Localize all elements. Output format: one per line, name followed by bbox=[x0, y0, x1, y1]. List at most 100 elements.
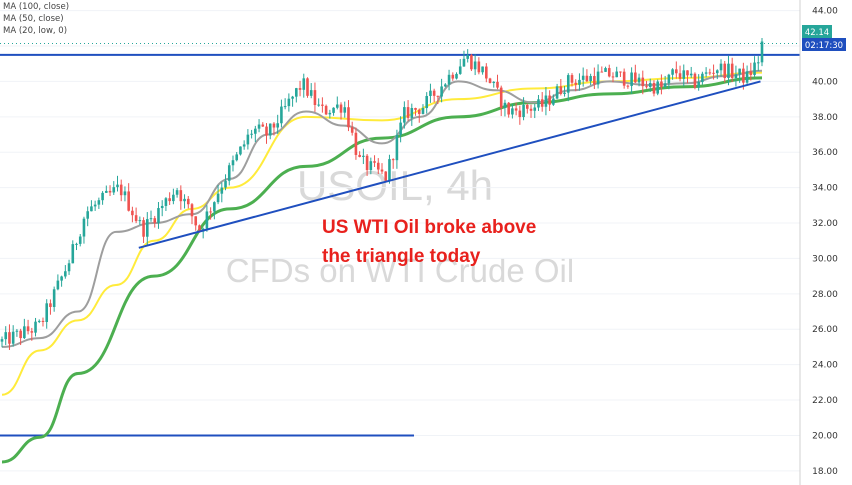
countdown-badge bbox=[802, 38, 846, 51]
candle-body bbox=[738, 68, 741, 75]
candle-body bbox=[511, 108, 514, 115]
candle-body bbox=[332, 107, 335, 113]
candle-body bbox=[254, 128, 257, 134]
chart-annotation: US WTI Oil broke above the triangle toda… bbox=[322, 217, 536, 267]
candle-body bbox=[384, 171, 388, 181]
candle-body bbox=[593, 76, 596, 85]
candle-body bbox=[112, 187, 116, 193]
candle-body bbox=[11, 331, 15, 344]
candle-body bbox=[462, 58, 466, 67]
candle-body bbox=[496, 81, 499, 88]
y-tick-label: 30.00 bbox=[812, 254, 838, 264]
candle-body bbox=[615, 71, 619, 78]
candle-body bbox=[60, 276, 63, 281]
ma20-line bbox=[1, 69, 763, 348]
candle-body bbox=[630, 72, 633, 86]
ascending-trendline[interactable] bbox=[138, 80, 761, 249]
candle-body bbox=[619, 71, 622, 73]
watermark-symbol: USOIL, 4h bbox=[297, 162, 493, 209]
candle-body bbox=[90, 206, 93, 212]
candle-body bbox=[522, 104, 525, 118]
candle-body bbox=[369, 161, 373, 171]
trendline[interactable] bbox=[138, 80, 761, 249]
candle-body bbox=[194, 216, 198, 226]
candle-body bbox=[127, 191, 130, 211]
candle-body bbox=[663, 83, 667, 87]
candle-body bbox=[406, 107, 410, 118]
y-tick-label: 34.00 bbox=[812, 184, 838, 194]
candle-body bbox=[0, 339, 4, 342]
candle-body bbox=[760, 41, 764, 63]
candle-body bbox=[23, 326, 26, 339]
candle-body bbox=[153, 218, 157, 223]
candle-body bbox=[75, 243, 78, 245]
candle-body bbox=[108, 190, 112, 193]
candle-body bbox=[499, 87, 503, 108]
candle-body bbox=[365, 155, 369, 171]
horizontal-levels[interactable] bbox=[0, 43, 800, 437]
candle-body bbox=[578, 79, 581, 85]
candle-body bbox=[213, 202, 216, 212]
y-tick-label: 20.00 bbox=[812, 431, 838, 441]
candle-body bbox=[231, 160, 235, 166]
candle-body bbox=[529, 108, 533, 111]
candle-body bbox=[559, 86, 563, 94]
candle-body bbox=[540, 99, 544, 107]
candle-body bbox=[227, 165, 231, 181]
candle-body bbox=[131, 210, 134, 216]
candle-body bbox=[317, 104, 320, 106]
candle-body bbox=[660, 81, 663, 87]
candle-body bbox=[715, 70, 719, 74]
legend-ma20: MA (20, low, 0) bbox=[3, 26, 67, 36]
candle-body bbox=[257, 124, 261, 129]
candle-body bbox=[708, 72, 712, 74]
candle-body bbox=[675, 69, 678, 74]
indicator-legend: MA (100, close) MA (50, close) MA (20, l… bbox=[3, 2, 69, 36]
candle-body bbox=[652, 82, 656, 94]
candle-body bbox=[429, 90, 432, 96]
candle-body bbox=[220, 187, 224, 194]
candle-body bbox=[574, 82, 578, 85]
candle-body bbox=[339, 104, 343, 113]
candle-body bbox=[123, 191, 127, 196]
candle-body bbox=[745, 71, 749, 83]
candle-body bbox=[272, 123, 276, 128]
candle-body bbox=[555, 86, 559, 99]
candle-body bbox=[45, 303, 49, 323]
candle-body bbox=[563, 92, 566, 94]
candle-body bbox=[570, 75, 574, 83]
candle-body bbox=[410, 108, 414, 118]
candle-body bbox=[239, 146, 242, 155]
candle-body bbox=[548, 95, 551, 105]
legend-ma50: MA (50, close) bbox=[3, 14, 64, 24]
candle-body bbox=[15, 330, 19, 332]
annotation-line-1: US WTI Oil broke above bbox=[322, 217, 536, 238]
candle-body bbox=[637, 77, 641, 83]
candle-body bbox=[648, 82, 652, 88]
candle-body bbox=[56, 280, 60, 290]
countdown-label: 02:17:30 bbox=[805, 41, 843, 51]
candle-body bbox=[481, 66, 484, 73]
price-badges: 42.14 02:17:30 bbox=[802, 25, 846, 51]
candle-body bbox=[190, 204, 194, 217]
candle-body bbox=[730, 63, 734, 78]
candle-body bbox=[216, 193, 220, 203]
candle-body bbox=[447, 74, 451, 85]
candle-body bbox=[198, 225, 201, 232]
candle-body bbox=[358, 154, 361, 157]
candle-body bbox=[4, 332, 8, 340]
candle-body bbox=[414, 108, 417, 110]
y-tick-label: 36.00 bbox=[812, 148, 838, 158]
y-tick-label: 24.00 bbox=[812, 361, 838, 371]
candle-body bbox=[246, 134, 250, 145]
candle-body bbox=[209, 211, 212, 213]
candle-body bbox=[693, 73, 697, 88]
candle-body bbox=[525, 104, 529, 109]
ma100-line bbox=[1, 76, 763, 464]
candle-body bbox=[291, 96, 294, 99]
candle-body bbox=[742, 68, 745, 83]
candle-body bbox=[436, 95, 440, 97]
candle-body bbox=[93, 204, 97, 207]
